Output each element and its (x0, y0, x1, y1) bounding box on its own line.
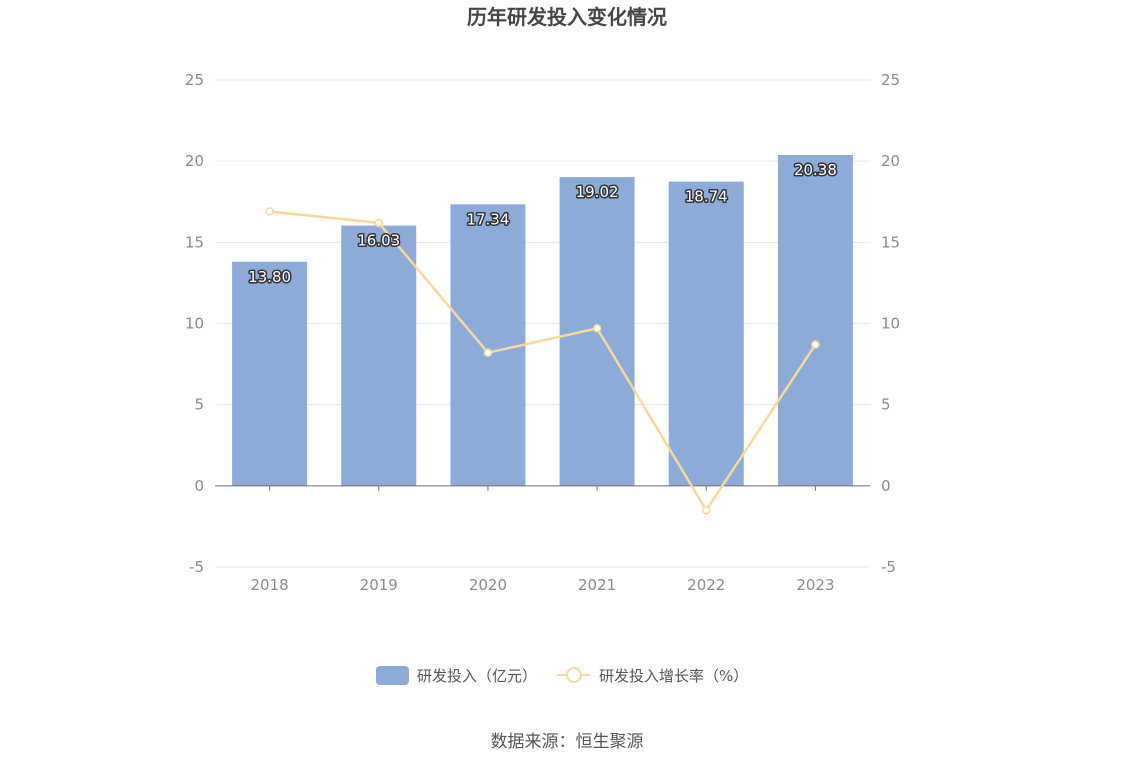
y-right-tick-label: 0 (881, 477, 891, 495)
x-tick-label: 2021 (578, 576, 616, 594)
x-axis: 2018 2019 2020 2021 2022 2023 (215, 485, 870, 594)
line-point (374, 218, 383, 228)
y-right-tick-label: 10 (881, 315, 900, 333)
y-left-tick-label: 5 (194, 396, 204, 414)
data-labels: 13.80 16.03 17.34 19.02 18.74 20.38 (247, 159, 839, 287)
y-right-tick-label: 5 (881, 396, 891, 414)
bar-value-label: 16.03 (357, 232, 400, 250)
legend-line-marker (566, 667, 582, 683)
bar-value-label: 18.74 (685, 188, 728, 206)
y-left-tick-label: 10 (185, 315, 204, 333)
bar-value-label: 13.80 (248, 268, 291, 286)
y-left-tick-label: 0 (194, 477, 204, 495)
grid: -5 0 5 10 15 20 25 -5 0 5 10 15 20 25 (185, 71, 900, 576)
y-left-tick-label: 25 (185, 71, 204, 89)
x-tick-label: 2018 (250, 576, 288, 594)
line-point (483, 348, 493, 357)
line-point (811, 340, 820, 349)
bar-value-label: 17.34 (466, 210, 509, 228)
x-tick-label: 2019 (360, 576, 398, 594)
y-left-tick-label: -5 (189, 558, 204, 576)
growth-line (269, 210, 817, 512)
y-right-tick-label: -5 (881, 558, 896, 576)
line-series (265, 207, 820, 515)
y-left-tick-label: 15 (185, 233, 204, 251)
bar-value-label: 20.38 (794, 161, 837, 179)
bar-value-label: 19.02 (576, 183, 619, 201)
x-tick-label: 2020 (469, 576, 507, 594)
line-point (702, 505, 711, 515)
bar (777, 154, 853, 486)
bar (668, 181, 744, 486)
line-point (265, 207, 274, 216)
y-left-tick-label: 20 (185, 152, 204, 170)
bar-series (232, 154, 853, 486)
x-tick-label: 2022 (687, 576, 725, 594)
legend[interactable]: 研发投入（亿元） 研发投入增长率（%） (376, 666, 748, 685)
x-tick-label: 2023 (796, 576, 834, 594)
bar (341, 225, 417, 486)
bar (232, 261, 308, 486)
y-right-tick-label: 15 (881, 233, 900, 251)
legend-line-label[interactable]: 研发投入增长率（%） (599, 667, 748, 685)
line-point (592, 324, 602, 333)
y-right-tick-label: 20 (881, 152, 900, 170)
bar (450, 204, 526, 486)
legend-bar-label[interactable]: 研发投入（亿元） (417, 667, 537, 685)
source-note: 数据来源：恒生聚源 (491, 732, 644, 752)
y-right-tick-label: 25 (881, 71, 900, 89)
chart-title: 历年研发投入变化情况 (467, 5, 667, 29)
legend-bar-swatch (376, 666, 409, 685)
